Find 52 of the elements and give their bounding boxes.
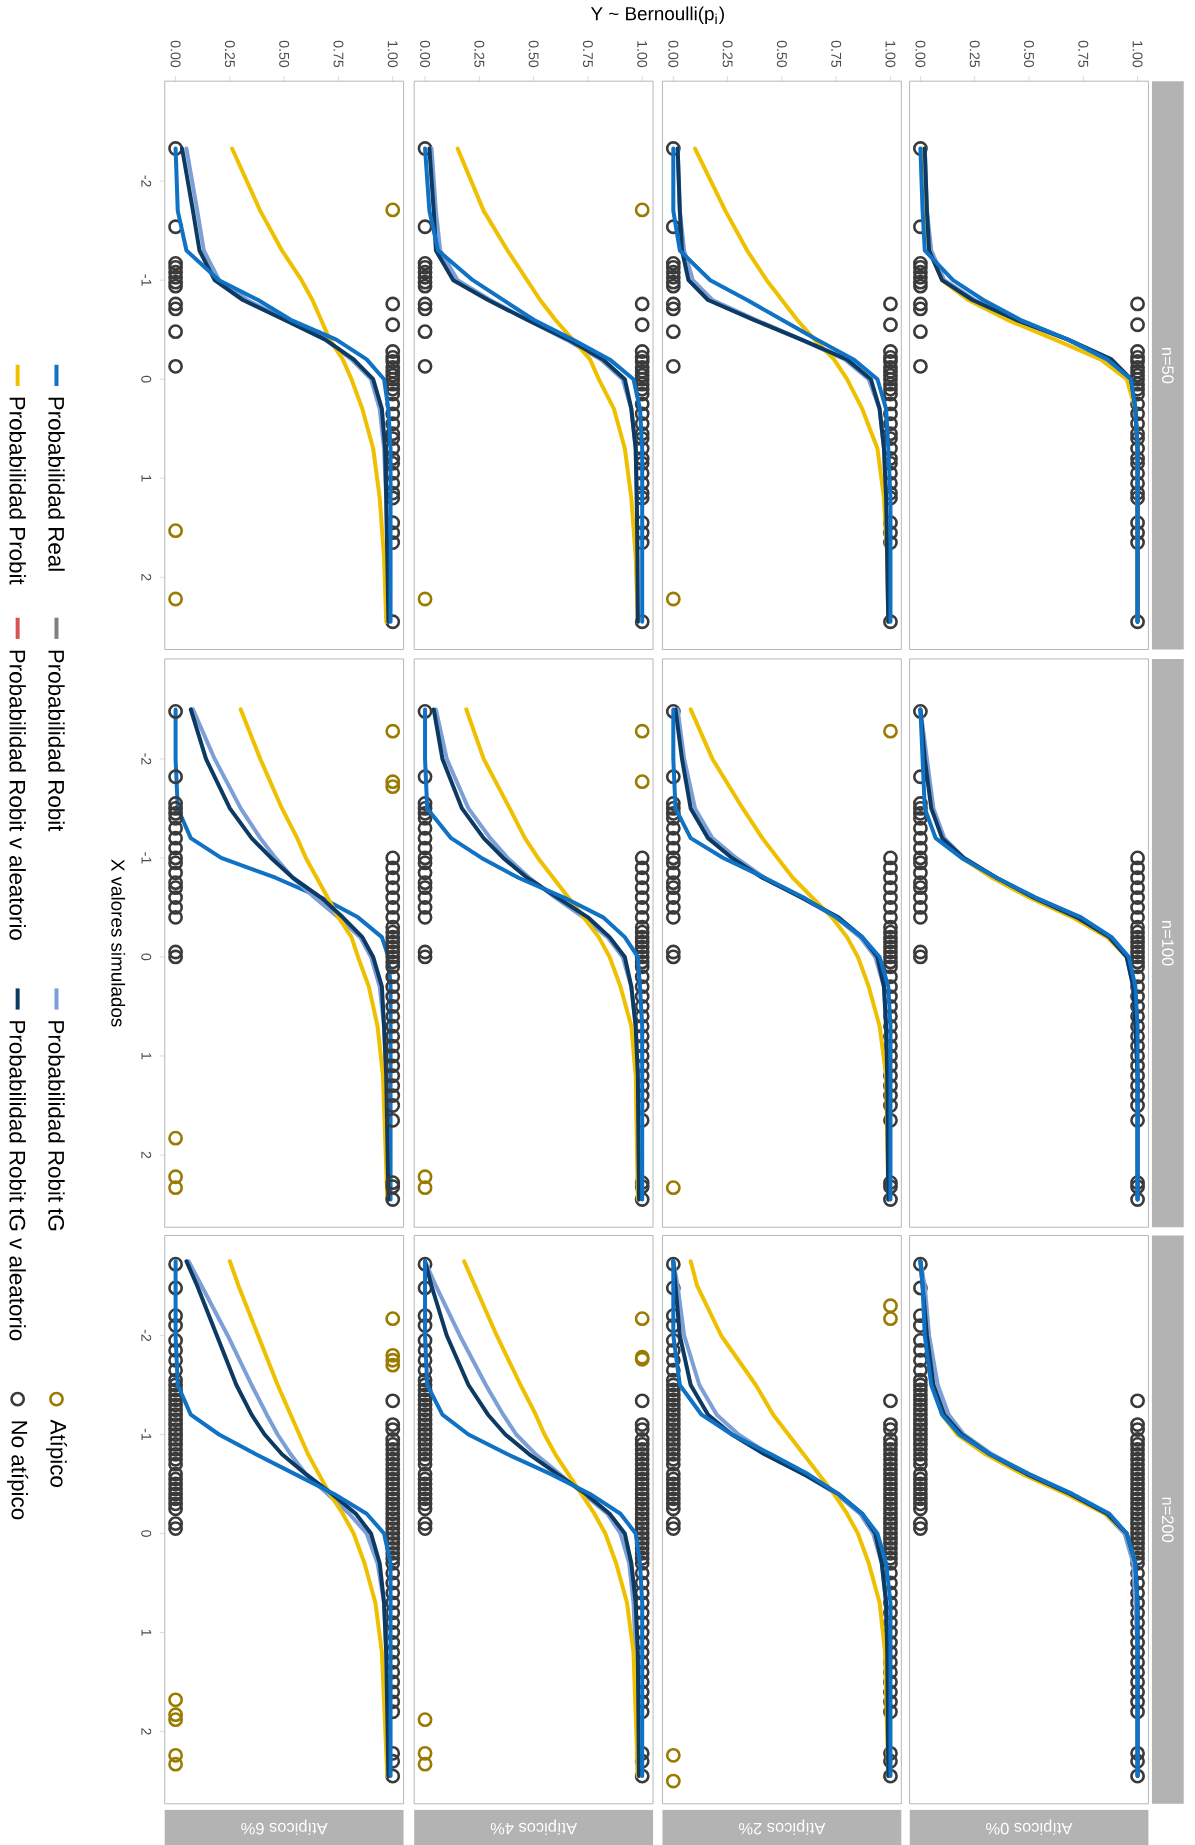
x-tick-label: 1.00 [636, 41, 647, 68]
x-tick-label: 0.75 [1078, 40, 1089, 68]
y-tick-label: 0 [141, 375, 151, 383]
x-tick-label: 0.50 [528, 40, 539, 68]
x-tick-label: 0.25 [969, 40, 980, 68]
y-tick-label: -1 [141, 1428, 151, 1441]
y-axis-title: X valores simulados [111, 859, 125, 1027]
y-tick-label: -2 [141, 753, 151, 765]
y-tick-label: 1 [141, 475, 151, 482]
legend-label: No atípico [6, 1421, 28, 1520]
x-tick-label: 0.25 [224, 40, 235, 68]
text: n=200 [1161, 1497, 1174, 1543]
x-tick-label: 0.75 [830, 40, 841, 68]
x-tick-label: 1.00 [1132, 41, 1143, 68]
text: n=100 [1161, 921, 1174, 966]
legend-label: Probabilidad Real [48, 397, 65, 571]
y-tick-label: 0 [141, 953, 151, 961]
y-tick-label: 0 [141, 1530, 151, 1537]
x-tick-label: 0.50 [278, 40, 289, 68]
y-tick-label: 2 [141, 1151, 151, 1159]
x-tick-label: 0.00 [668, 40, 679, 68]
legend-label: Probabilidad Robit tG v aleatorio [9, 1021, 26, 1341]
legend-label: Probabilidad Probit [9, 397, 26, 585]
legend-label: Probabilidad Robit v aleatorio [9, 650, 26, 940]
y-tick-label: 1 [141, 1053, 151, 1060]
text: Atípicos 0% [985, 1819, 1073, 1836]
y-tick-label: 1 [141, 1629, 151, 1636]
x-tick-label: 0.25 [474, 40, 485, 68]
text: Atípicos 4% [490, 1819, 577, 1836]
x-tick-label: 0.00 [419, 40, 430, 68]
x-tick-label: 0.75 [582, 40, 593, 68]
x-tick-label: 1.00 [387, 41, 398, 68]
text: n=50 [1161, 347, 1174, 384]
text: Atípicos 6% [241, 1819, 328, 1836]
legend-label: Atípico [45, 1419, 67, 1487]
x-tick-label: 1.00 [885, 41, 896, 68]
x-tick-label: 0.50 [776, 40, 787, 68]
y-tick-label: -2 [141, 175, 151, 187]
x-tick-label: 0.00 [915, 40, 926, 68]
y-tick-label: 2 [141, 574, 151, 581]
x-tick-label: 0.25 [722, 40, 733, 68]
x-axis-title: Y ~ Bernoulli(p$_{i}$) [590, 6, 724, 25]
legend-label: Probabilidad Robit tG [48, 1021, 65, 1231]
legend-label: Probabilidad Robit [48, 650, 65, 832]
x-tick-label: 0.00 [170, 40, 181, 68]
x-tick-label: 0.50 [1023, 40, 1034, 68]
y-tick-label: 2 [141, 1728, 151, 1735]
y-tick-label: -2 [141, 1329, 151, 1342]
x-tick-label: 0.75 [333, 40, 344, 68]
y-tick-label: -1 [141, 852, 151, 864]
text: Atípicos 2% [738, 1819, 826, 1836]
y-tick-label: -1 [141, 274, 151, 286]
